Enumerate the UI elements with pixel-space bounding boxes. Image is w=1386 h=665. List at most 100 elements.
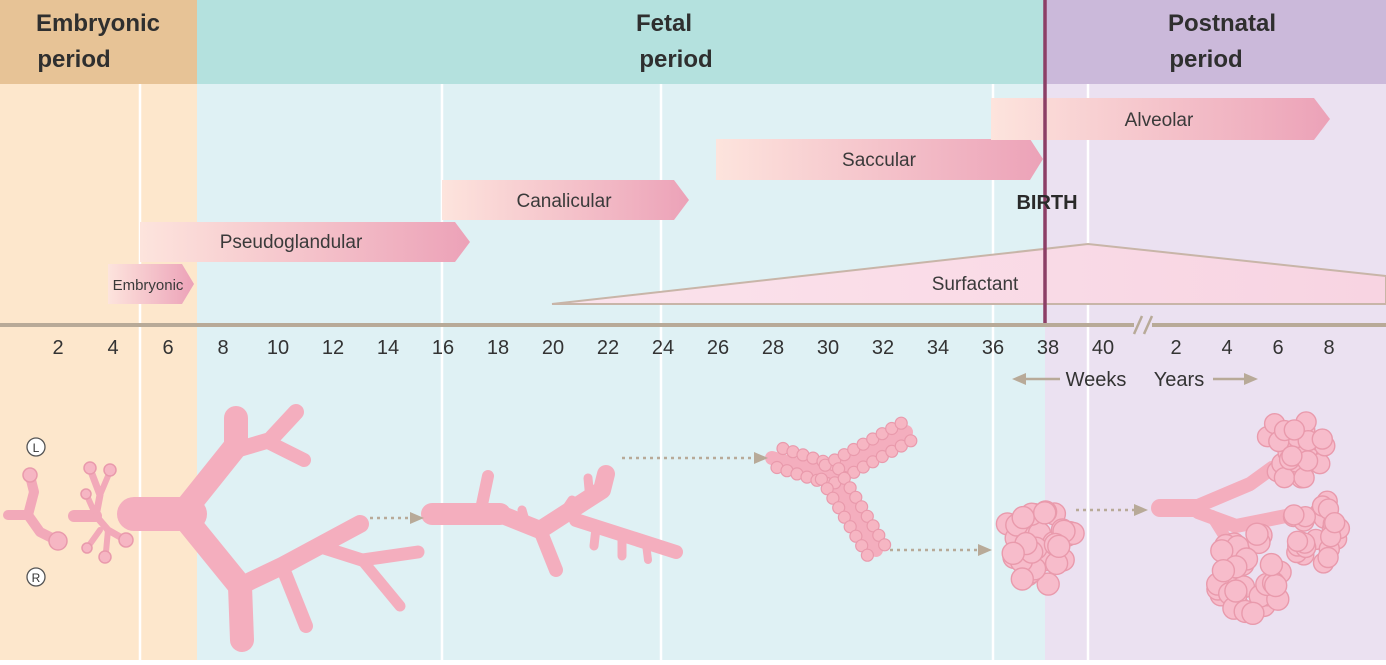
axis-break <box>1132 315 1154 335</box>
lung-alveolar-cluster-birth <box>995 500 1085 596</box>
week-tick-label: 40 <box>1092 337 1114 359</box>
saccule <box>837 471 851 485</box>
week-tick-label: 4 <box>107 337 118 359</box>
fetal-period-header <box>197 0 1045 84</box>
stage-canalicular: Canalicular <box>442 180 689 220</box>
stage-alveolar-label: Alveolar <box>1125 110 1194 131</box>
saccule <box>837 510 852 524</box>
saccule <box>832 501 846 515</box>
fetal-period-bg <box>197 0 1045 660</box>
saccule <box>814 472 829 486</box>
lung-bud-early-tips <box>22 467 68 551</box>
saccule <box>820 482 834 496</box>
embryonic-period-title-line2: period <box>37 46 110 73</box>
years-arrow <box>1213 373 1258 385</box>
years-label: Years <box>1154 369 1204 391</box>
saccule <box>860 509 874 523</box>
saccule <box>855 539 869 553</box>
week-tick-label: 30 <box>817 337 839 359</box>
saccule <box>872 528 886 542</box>
alveolus <box>1245 522 1269 546</box>
week-tick-label: 10 <box>267 337 289 359</box>
stage-pseudoglandular-label: Pseudoglandular <box>220 232 363 253</box>
lung-saccular-tree <box>765 416 918 562</box>
year-tick-label: 4 <box>1221 337 1232 359</box>
week-tick-label: 14 <box>377 337 399 359</box>
alveolus <box>1241 601 1265 625</box>
week-tick-label: 18 <box>487 337 509 359</box>
stage-embryonic-label: Embryonic <box>113 277 184 294</box>
fetal-period-title-line1: Fetal <box>636 10 692 37</box>
saccule <box>894 416 908 430</box>
surfactant-label: Surfactant <box>932 274 1019 295</box>
axis-tick-labels: 2 4 6 8 10 12 14 16 18 20 22 24 26 28 30 32 34 36 38 40 2 4 6 8 <box>52 337 1334 359</box>
year-tick-label: 2 <box>1170 337 1181 359</box>
embryonic-period-title-line1: Embryonic <box>36 10 160 37</box>
alveolus <box>1283 504 1305 526</box>
week-tick-label: 16 <box>432 337 454 359</box>
embryonic-period-bg <box>0 0 197 660</box>
alveolus <box>1286 530 1309 552</box>
postnatal-period-title-line2: period <box>1169 46 1242 73</box>
alveolus <box>1311 428 1334 450</box>
week-tick-label: 6 <box>162 337 173 359</box>
right-marker: R <box>26 567 46 587</box>
saccule <box>849 529 863 543</box>
stage-pseudoglandular: Pseudoglandular <box>140 222 470 262</box>
alveolus <box>1010 567 1034 591</box>
saccule <box>843 520 857 534</box>
alveolus <box>1011 505 1035 530</box>
alveolus <box>1281 445 1303 467</box>
lung-bud-branching <box>68 470 126 555</box>
week-tick-label: 24 <box>652 337 674 359</box>
stage-alveolar: Alveolar <box>991 98 1330 140</box>
stage-saccular-label: Saccular <box>842 150 917 171</box>
saccule <box>860 548 875 562</box>
alveolus <box>1317 546 1339 569</box>
birth-label: BIRTH <box>1016 192 1077 214</box>
year-tick-label: 6 <box>1272 337 1283 359</box>
stage-canalicular-label: Canalicular <box>516 191 612 212</box>
fetal-period-title-line2: period <box>639 46 712 73</box>
week-tick-label: 26 <box>707 337 729 359</box>
saccule <box>904 434 918 448</box>
week-tick-label: 20 <box>542 337 564 359</box>
week-tick-label: 28 <box>762 337 784 359</box>
week-tick-label: 38 <box>1037 337 1059 359</box>
alveolus <box>1283 419 1306 441</box>
weeks-arrow <box>1012 373 1060 385</box>
alveolus <box>1263 573 1288 598</box>
right-marker-label: R <box>32 571 41 585</box>
progression-arrowheads <box>410 452 1148 556</box>
weeks-label: Weeks <box>1066 369 1127 391</box>
week-tick-label: 2 <box>52 337 63 359</box>
stage-embryonic: Embryonic <box>108 264 194 304</box>
lung-canalicular-tree <box>421 465 683 577</box>
lung-bud-branching-tips <box>80 461 134 564</box>
surfactant-wedge <box>551 242 1386 305</box>
alveolus <box>1259 552 1284 577</box>
stage-saccular: Saccular <box>716 139 1043 180</box>
week-tick-label: 36 <box>982 337 1004 359</box>
lung-pseudoglandular-tree <box>117 404 425 652</box>
alveolus <box>1032 501 1057 525</box>
year-tick-label: 8 <box>1323 337 1334 359</box>
postnatal-period-title-line1: Postnatal <box>1168 10 1276 37</box>
left-marker-label: L <box>33 441 40 455</box>
saccule <box>831 462 846 476</box>
saccule <box>866 519 880 533</box>
saccule <box>877 538 892 552</box>
alveolus <box>1036 572 1060 596</box>
alveolus <box>1273 467 1296 489</box>
saccule <box>843 481 857 495</box>
saccule <box>826 491 840 505</box>
week-tick-label: 32 <box>872 337 894 359</box>
alveolus <box>1224 579 1248 603</box>
lung-alveolar-postnatal <box>1151 411 1351 625</box>
alveolus <box>1323 512 1346 534</box>
saccule <box>854 500 869 514</box>
alveolus <box>1211 559 1236 583</box>
week-tick-label: 22 <box>597 337 619 359</box>
